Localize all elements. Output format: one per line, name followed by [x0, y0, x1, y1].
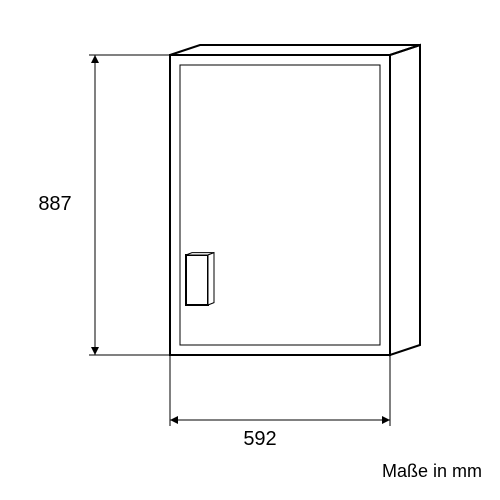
door-handle [186, 253, 214, 305]
units-caption: Maße in mm [382, 461, 482, 482]
drawing-canvas: 887 592 [0, 0, 500, 500]
dimension-width: 592 [170, 355, 390, 450]
door-panel [170, 45, 420, 355]
technical-drawing: 887 592 Maße in mm [0, 0, 500, 500]
dimension-width-value: 592 [243, 428, 276, 450]
dimension-height-value: 887 [38, 193, 71, 215]
dimension-height: 887 [38, 55, 170, 355]
